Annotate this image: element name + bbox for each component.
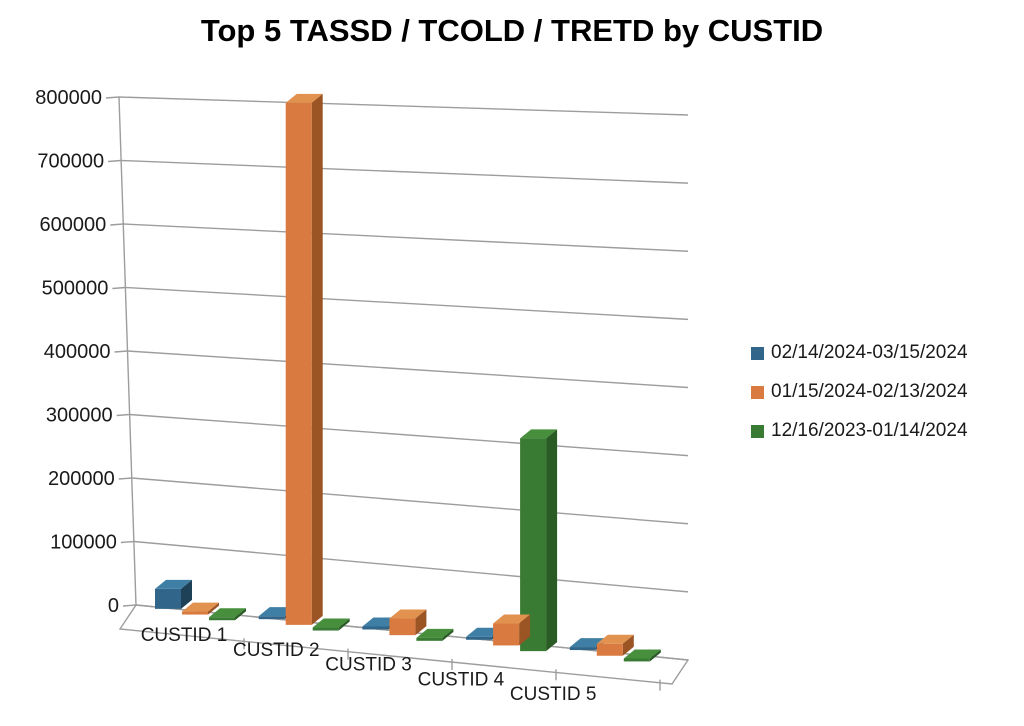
bar-side-face — [235, 608, 246, 621]
gridline — [125, 286, 689, 321]
legend-swatch-green — [751, 424, 764, 438]
bar-front-face — [493, 623, 520, 646]
category-label: CUSTID 1 — [141, 625, 228, 646]
legend-swatch-blue — [751, 346, 764, 360]
category-label: CUSTID 5 — [510, 684, 597, 705]
gridline — [127, 350, 689, 389]
gridline — [123, 223, 689, 252]
bar-side-face — [546, 429, 558, 652]
category-label: CUSTID 3 — [325, 655, 412, 676]
y-axis-tick — [108, 159, 122, 163]
bar-top-face — [312, 618, 350, 628]
bar-top-face — [596, 634, 634, 644]
bar-front-face — [258, 616, 285, 620]
y-axis-label: 700000 — [37, 151, 104, 173]
bar-top-face — [416, 628, 454, 638]
gridline — [131, 477, 689, 525]
y-axis-label: 600000 — [40, 214, 107, 236]
legend-label: 02/14/2024-03/15/2024 — [771, 342, 968, 363]
bar-front-face — [209, 617, 235, 621]
bar-side-face — [208, 602, 219, 615]
bar-front-face — [155, 588, 181, 609]
bar-front-face — [569, 647, 596, 651]
bar-side-face — [415, 609, 427, 636]
y-axis-label: 800000 — [35, 87, 102, 109]
bar-side-face — [519, 614, 531, 646]
bar-top-face — [389, 609, 427, 619]
y-axis-tick — [114, 350, 128, 353]
bar-front-face — [389, 618, 416, 636]
legend: 02/14/2024-03/15/2024 01/15/2024-02/13/2… — [751, 342, 968, 463]
y-axis-tick — [112, 286, 126, 290]
gridline — [129, 413, 689, 457]
bar-side-face — [622, 634, 634, 656]
bar-front-face — [182, 611, 208, 615]
y-axis-tick — [105, 96, 120, 99]
bar-side-face — [338, 618, 350, 631]
bar-front-face — [416, 637, 443, 641]
gridline — [118, 96, 689, 116]
legend-swatch-orange — [751, 385, 764, 399]
legend-item: 12/16/2023-01/14/2024 — [751, 420, 968, 441]
y-axis-label: 200000 — [48, 468, 115, 490]
y-axis-tick — [120, 540, 134, 544]
bar-front-face — [623, 658, 650, 662]
category-label: CUSTID 4 — [418, 669, 505, 690]
bar-side-face — [442, 628, 454, 641]
gridline — [121, 159, 689, 184]
y-axis-label: 100000 — [50, 532, 117, 554]
bar-top-face — [520, 429, 558, 439]
y-axis-tick — [116, 413, 130, 417]
y-axis-label: 300000 — [46, 405, 113, 427]
bar-front-face — [362, 626, 389, 630]
y-axis-label: 500000 — [42, 278, 109, 300]
y-axis-tick — [122, 604, 137, 607]
bar-front-face — [285, 102, 312, 625]
legend-label: 01/15/2024-02/13/2024 — [771, 381, 968, 402]
chart-title: Top 5 TASSD / TCOLD / TRETD by CUSTID — [200, 13, 824, 48]
bar-top-face — [155, 579, 192, 589]
bar-top-face — [285, 93, 323, 103]
y-axis-label: 400000 — [44, 341, 111, 363]
bar-side-face — [181, 579, 192, 609]
legend-label: 12/16/2023-01/14/2024 — [771, 420, 968, 441]
y-axis-tick — [118, 477, 132, 480]
legend-item: 02/14/2024-03/15/2024 — [751, 342, 968, 363]
legend-item: 01/15/2024-02/13/2024 — [751, 381, 968, 402]
bar-top-face — [182, 602, 219, 612]
bar-front-face — [466, 636, 493, 640]
bar-side-face — [311, 93, 323, 625]
bar-front-face — [312, 627, 339, 631]
bar-top-face — [493, 614, 531, 624]
bar-front-face — [596, 643, 623, 656]
y-axis — [118, 96, 137, 606]
bar-top-face — [209, 608, 246, 618]
category-label: CUSTID 2 — [233, 640, 320, 661]
y-axis-label: 0 — [108, 595, 119, 617]
y-axis-tick — [110, 223, 124, 226]
gridline — [133, 540, 689, 593]
bar-side-face — [649, 649, 661, 662]
bar-top-face — [623, 649, 661, 659]
